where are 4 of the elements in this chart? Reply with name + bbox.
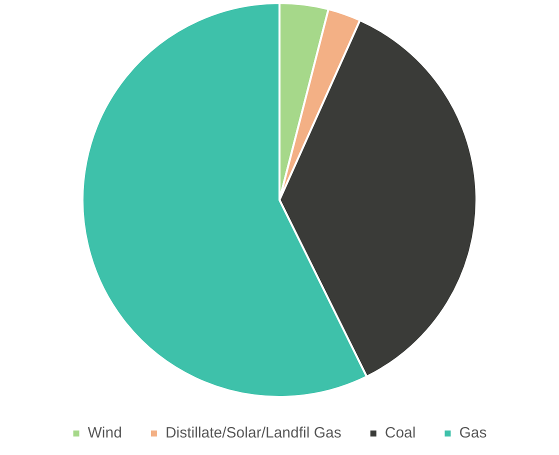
legend-label: Gas	[459, 424, 487, 442]
legend-label: Wind	[88, 424, 122, 442]
legend-label: Distillate/Solar/Landfil Gas	[165, 424, 342, 442]
legend-label: Coal	[384, 424, 416, 442]
